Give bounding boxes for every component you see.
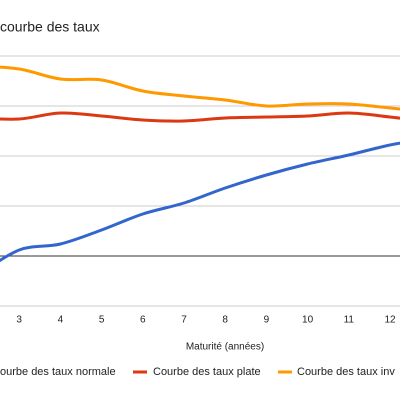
x-tick-label: 6 bbox=[140, 315, 146, 326]
x-tick-label: 3 bbox=[16, 315, 22, 326]
x-tick-label: 7 bbox=[181, 315, 187, 326]
legend-label: Courbe des taux plate bbox=[153, 366, 261, 378]
series-line bbox=[0, 65, 400, 111]
legend-label: Courbe des taux inv bbox=[297, 366, 395, 378]
legend-label: ourbe des taux normale bbox=[0, 366, 116, 378]
series-line bbox=[0, 111, 400, 123]
x-tick-label: 4 bbox=[58, 315, 64, 326]
chart-title: courbe des taux bbox=[0, 19, 100, 35]
x-tick-label: 11 bbox=[344, 315, 355, 326]
x-tick-label: 9 bbox=[264, 315, 270, 326]
x-tick-label: 8 bbox=[222, 315, 228, 326]
x-tick-label: 12 bbox=[384, 315, 396, 326]
x-tick-label: 5 bbox=[99, 315, 105, 326]
x-tick-label: 10 bbox=[302, 315, 314, 326]
x-axis-title: Maturité (années) bbox=[186, 342, 264, 353]
series-line bbox=[0, 141, 400, 263]
